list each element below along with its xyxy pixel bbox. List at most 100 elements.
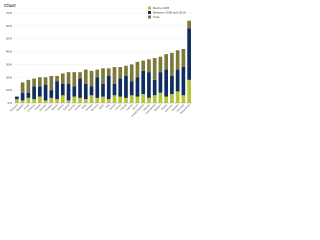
bar-segment [66, 100, 71, 103]
x-tick-label: Greece [57, 103, 65, 111]
bar-segment [164, 54, 168, 70]
bar-segment [141, 94, 146, 103]
bar-segment [49, 97, 54, 103]
bar-segment [147, 72, 151, 98]
bar-segment [135, 77, 140, 97]
bar-segment [26, 92, 31, 98]
bar-segment [38, 86, 42, 97]
y-tick-label: 70% [6, 11, 12, 15]
bar-segment [26, 79, 31, 93]
bar-segment [20, 82, 25, 93]
bar-segment [170, 52, 174, 76]
bar-segment [170, 76, 174, 94]
bar-segment [124, 76, 128, 98]
bar-segment [152, 79, 157, 96]
x-tick-label: Malta [81, 103, 88, 110]
x-tick-label: Ireland [109, 103, 117, 111]
x-tick-label: Hungary [45, 103, 54, 112]
bar-segment [147, 59, 151, 73]
bar-segment [83, 69, 88, 84]
bar-segment [20, 100, 25, 103]
bar-segment [20, 92, 25, 101]
bar-segment [89, 95, 94, 103]
bar-segment [170, 94, 174, 103]
bar-segment [26, 97, 31, 103]
bar-segment [129, 64, 134, 82]
bar-segment [181, 49, 186, 67]
bar-segment [43, 77, 48, 85]
bar-segment [164, 96, 168, 103]
bar-segment [101, 68, 105, 84]
bar-segment [158, 72, 163, 93]
bar-segment [89, 70, 94, 87]
bar-segment [78, 72, 82, 79]
bar-segment [32, 86, 36, 100]
y-tick-label: 30% [6, 62, 12, 66]
bar-segment [112, 95, 117, 103]
x-tick-label: Romania [10, 103, 19, 112]
bar-segment [112, 83, 117, 96]
bar-segment [175, 69, 180, 92]
x-tick-label: Cyprus [63, 103, 71, 111]
bar-segment [43, 85, 48, 101]
x-tick-label: Belgium [154, 104, 162, 112]
bar-segment [118, 67, 123, 79]
bar-segment [187, 79, 191, 103]
bar-segment [135, 96, 140, 103]
bar-segment [164, 69, 168, 97]
x-tick-label: Estonia [51, 103, 59, 111]
bar-segment [112, 67, 117, 84]
bar-segment [95, 77, 100, 98]
x-tick-label: Denmark [176, 103, 186, 113]
x-tick-label: Czechia [68, 103, 77, 112]
bar-segment [152, 58, 157, 80]
x-tick-label: Norway [143, 103, 151, 111]
legend-label: Before 2005 [153, 6, 170, 10]
bar-segment [49, 76, 54, 91]
bar-segment [32, 99, 36, 103]
x-tick-label: Luxembourg [145, 103, 157, 115]
x-tick-label: Iceland [126, 103, 134, 111]
bar-segment [124, 97, 128, 103]
bar-segment [55, 76, 59, 82]
bar-segment [106, 68, 111, 76]
bar-segment [32, 78, 36, 87]
x-tick-label: Germany [165, 103, 175, 113]
bar-segment [66, 83, 71, 101]
bar-segment [129, 95, 134, 103]
x-tick-label: Bulgaria [16, 103, 25, 112]
bar-segment [60, 83, 65, 96]
bar-segment [72, 72, 77, 87]
y-tick-label: 10% [6, 88, 12, 92]
y-tick-label: 20% [6, 75, 12, 79]
page: {"chart_data": {"type": "stacked-bar", "… [4, 3, 192, 118]
bar-segment [78, 78, 82, 98]
y-tick-label: 0% [8, 101, 13, 105]
bar-segment [83, 99, 88, 103]
bar-segment [38, 77, 42, 87]
bar-segment [141, 70, 146, 94]
bar-segment [181, 95, 186, 103]
bar-segment [135, 61, 140, 78]
bar-segment [106, 99, 111, 103]
x-tick-label: Italy [105, 103, 111, 109]
x-tick-label: Lithuania [27, 103, 36, 112]
bar-segment [175, 91, 180, 103]
bar-segment [187, 28, 191, 80]
x-tick-label: Slovakia [39, 103, 48, 112]
bar-segment [101, 96, 105, 103]
bar-segment [158, 56, 163, 73]
bar-segment [89, 86, 94, 96]
bar-segment [181, 67, 186, 96]
bar-segment [78, 97, 82, 103]
bar-segment [158, 92, 163, 103]
bar-segment [60, 73, 65, 84]
bar-segment [15, 99, 19, 103]
x-tick-label: Poland [34, 103, 42, 111]
bar-segment [187, 20, 191, 29]
bar-segment [106, 76, 111, 100]
bar-segment [66, 72, 71, 84]
bar-segment [49, 90, 54, 98]
x-tick-label: Austria [160, 103, 168, 111]
bar-segment [55, 81, 59, 100]
